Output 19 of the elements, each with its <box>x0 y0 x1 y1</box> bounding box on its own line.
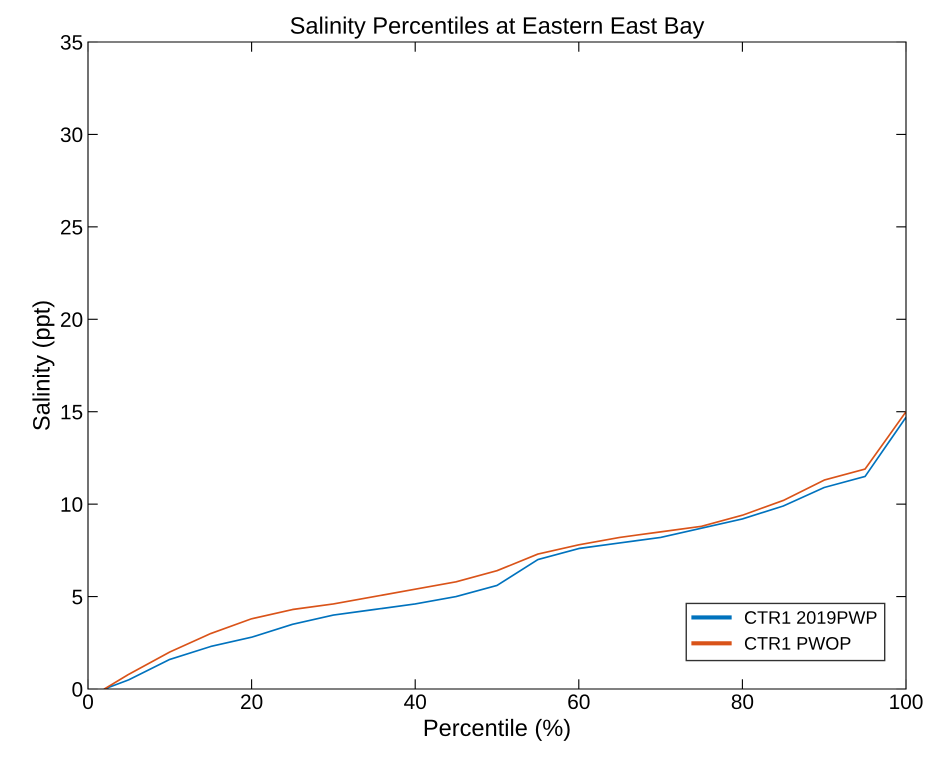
y-tick-label: 30 <box>60 127 82 142</box>
x-tick-label: 40 <box>404 694 426 710</box>
x-axis-title: Percentile (%) <box>424 718 570 741</box>
y-tick-label: 25 <box>61 220 82 235</box>
y-tick-label: 35 <box>60 35 82 50</box>
y-tick-label: 15 <box>62 404 82 420</box>
x-tick-label: 20 <box>241 694 262 710</box>
y-tick-label: 20 <box>61 312 82 328</box>
y-tick-label: 0 <box>72 682 82 697</box>
x-tick-label: 80 <box>732 694 754 710</box>
legend-label: CTR1 PWOP <box>744 636 850 650</box>
x-tick-label: 100 <box>890 694 923 710</box>
legend-label: CTR1 2019PWP <box>744 611 877 624</box>
y-axis-title: Salinity (ppt) <box>32 301 54 430</box>
y-tick-label: 5 <box>72 590 82 604</box>
x-tick-label: 60 <box>568 694 590 710</box>
chart-title: Salinity Percentiles at Eastern East Bay <box>290 16 704 39</box>
x-tick-label: 0 <box>83 694 93 710</box>
y-tick-label: 10 <box>62 497 82 512</box>
